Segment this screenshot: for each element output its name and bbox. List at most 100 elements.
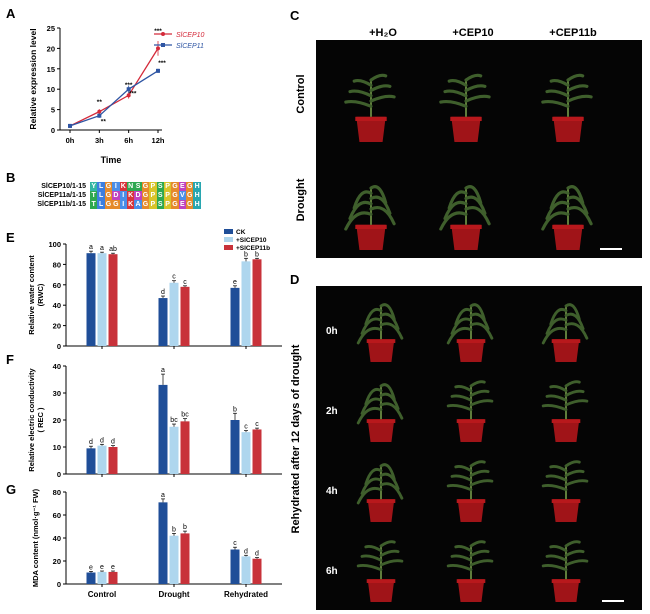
potted-plant — [356, 303, 404, 362]
rehydration-side-label: Rehydrated after 12 days of drought — [290, 344, 302, 534]
bar — [97, 253, 107, 346]
amino-acid-cell: G — [104, 191, 113, 200]
leaf — [549, 307, 568, 326]
leaf — [541, 564, 568, 572]
significance-letter: e — [89, 564, 93, 571]
series-line — [69, 70, 159, 127]
amino-acid-cell: G — [141, 182, 150, 191]
potted-plant — [446, 380, 494, 442]
leaf — [348, 200, 373, 221]
bar — [180, 421, 190, 474]
leaf — [464, 195, 487, 215]
x-tick-label: Drought — [158, 590, 189, 599]
leaf — [545, 89, 570, 98]
pot-rim — [355, 224, 387, 229]
row-label-drought: Drought — [295, 178, 307, 222]
leaf — [369, 84, 392, 93]
x-tick-label: 3h — [95, 136, 104, 145]
leaf — [549, 545, 568, 553]
amino-acid-cell: G — [171, 191, 179, 200]
leaf — [469, 549, 490, 557]
leaf — [352, 190, 373, 210]
bar — [97, 571, 107, 584]
x-axis-label: Time — [101, 155, 122, 165]
bar — [97, 445, 107, 474]
leaf — [566, 73, 585, 82]
col-header-cep10: +CEP10 — [452, 27, 494, 39]
y-axis-label-line: MDA content (nmol·g⁻¹ FW) — [31, 488, 40, 587]
pot — [367, 339, 395, 362]
leaf — [379, 383, 396, 401]
sequence-name: SlCEP10/1-15 — [41, 183, 86, 190]
potted-plant — [541, 303, 589, 362]
amino-acid-cell: H — [193, 182, 201, 191]
significance-letter: bc — [170, 417, 178, 424]
leaf — [439, 100, 468, 108]
sequence-name: SlCEP11a/1-15 — [37, 192, 86, 199]
pot — [457, 579, 485, 602]
leaf — [379, 392, 400, 411]
potted-plant — [356, 463, 404, 522]
amino-acid-cell: P — [163, 200, 172, 209]
amino-acid-cell: S — [156, 182, 164, 191]
leaf — [369, 73, 388, 82]
leaf — [379, 303, 396, 321]
significance-letter: d — [255, 551, 259, 558]
leaf — [469, 469, 490, 477]
leaf — [344, 100, 373, 108]
y-tick-label: 40 — [53, 534, 61, 543]
amino-acid-cell: K — [126, 191, 135, 200]
leaf — [549, 79, 570, 87]
y-tick-label: 10 — [47, 85, 55, 94]
time-label-6h: 6h — [326, 566, 338, 577]
y-tick-label: 0 — [57, 470, 61, 479]
y-tick-label: 30 — [53, 389, 61, 398]
pot-rim — [551, 339, 581, 343]
leaf — [566, 195, 589, 215]
pot-rim — [366, 419, 396, 423]
pot — [552, 579, 580, 602]
leaf — [446, 484, 473, 492]
amino-acid-cell: G — [186, 200, 194, 209]
y-tick-label: 15 — [47, 65, 55, 74]
significance-letter: bc — [181, 412, 189, 419]
amino-acid-cell: L — [97, 191, 105, 200]
y-tick-label: 80 — [53, 488, 61, 497]
amino-acid-cell: G — [186, 182, 194, 191]
pot — [367, 579, 395, 602]
x-tick-label: 6h — [124, 136, 133, 145]
leaf — [545, 394, 568, 402]
leaf — [469, 479, 494, 487]
amino-acid-cell: G — [104, 200, 113, 209]
significance-mark: *** — [154, 28, 162, 35]
significance-letter: d — [244, 548, 248, 555]
legend-swatch — [224, 237, 233, 242]
pot — [553, 116, 583, 142]
leaf — [549, 385, 568, 393]
amino-acid-cell: G — [141, 191, 150, 200]
leaf — [464, 206, 491, 226]
significance-letter: a — [161, 367, 165, 374]
leaf — [564, 380, 581, 388]
scale-bar — [602, 600, 624, 602]
significance-letter: a — [161, 492, 165, 499]
bar — [158, 502, 168, 584]
scale-bar — [600, 248, 622, 250]
pot — [552, 339, 580, 362]
leaf — [369, 185, 388, 205]
potted-plant — [344, 185, 396, 250]
significance-letter: b — [255, 251, 259, 258]
leaf — [454, 385, 473, 393]
amino-acid-cell: I — [119, 191, 127, 200]
pot — [552, 499, 580, 522]
amino-acid-cell: I — [119, 200, 127, 209]
leaf — [379, 482, 404, 500]
leaf — [549, 190, 570, 210]
leaf — [566, 84, 589, 93]
significance-letter: d — [100, 437, 104, 444]
y-tick-label: 10 — [53, 443, 61, 452]
bar — [86, 572, 96, 584]
bar — [241, 556, 251, 584]
amino-acid-cell: G — [171, 182, 179, 191]
y-axis-label-line: (RWC) — [36, 283, 45, 306]
